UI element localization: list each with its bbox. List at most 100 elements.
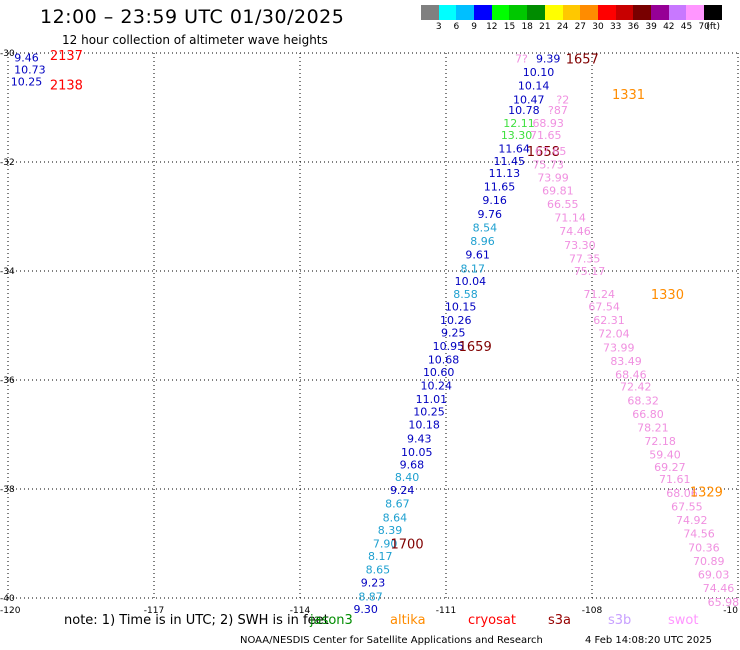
wave-height-label: 10.18	[408, 419, 440, 432]
wave-height-label: 74.56	[683, 528, 715, 541]
color-scale-label: 45	[680, 22, 693, 32]
color-scale-label: 36	[627, 22, 640, 32]
wave-height-label: 66.55	[547, 198, 579, 211]
wave-height-label: 11.13	[489, 167, 521, 180]
wave-height-label: ?2	[556, 93, 569, 106]
wave-height-label: 67.54	[588, 300, 620, 313]
color-scale-swatch	[615, 5, 634, 20]
wave-height-label: 11.45	[494, 155, 526, 168]
color-scale-label: 30	[592, 22, 604, 32]
color-scale-swatch	[686, 5, 704, 20]
wave-height-label: 74.46	[703, 582, 735, 595]
wave-height-label: 71.14	[554, 212, 586, 225]
wave-height-label: 12.11	[503, 117, 535, 130]
color-scale-swatch	[704, 5, 722, 20]
color-scale-label: 15	[503, 22, 516, 32]
time-label: 1700	[391, 538, 424, 553]
wave-height-label: 83.49	[610, 355, 642, 368]
time-label: 1658	[527, 145, 560, 160]
lat-tick-label: -30	[0, 49, 15, 59]
map-title: 12:00 – 23:59 UTC 01/30/2025	[40, 6, 345, 28]
color-scale-label: 33	[609, 22, 622, 32]
color-scale-label: 6	[453, 22, 460, 32]
wave-height-label: ?87	[548, 104, 568, 117]
color-scale-swatch	[509, 5, 528, 20]
time-label: 2137	[50, 49, 83, 64]
wave-height-label: 69.27	[654, 461, 686, 474]
satellite-legend-altika: altika	[390, 613, 426, 628]
wave-height-label: 67.65	[535, 145, 567, 158]
wave-height-label: 71.24	[584, 288, 616, 301]
color-scale-swatch	[650, 5, 669, 20]
color-scale-label: 18	[521, 22, 533, 32]
wave-height-label: 74.46	[559, 225, 591, 238]
color-scale-swatch	[438, 5, 457, 20]
wave-height-label: 67.55	[671, 500, 703, 513]
color-scale-label: 3	[435, 22, 442, 32]
color-scale-swatch	[544, 5, 563, 20]
color-scale-label: 24	[556, 22, 569, 32]
wave-height-label: 8.64	[383, 511, 408, 524]
wave-height-label: 68.46	[615, 369, 647, 382]
wave-height-label: 72.42	[620, 381, 652, 394]
wave-height-label: 73.99	[603, 341, 635, 354]
wave-height-label: 9.61	[465, 249, 490, 262]
wave-height-label: 10.15	[445, 300, 477, 313]
wave-height-label: 68.93	[532, 117, 564, 130]
lon-tick-label: -108	[582, 606, 603, 616]
wave-height-label: 77.35	[569, 252, 601, 265]
wave-height-label: 73.30	[564, 239, 596, 252]
wave-height-label: 69.81	[542, 184, 574, 197]
footer-note: note: 1) Time is in UTC; 2) SWH is in fe…	[64, 613, 329, 628]
wave-height-label: 9.76	[478, 208, 503, 221]
time-label: 1330	[651, 288, 684, 303]
time-label: 2138	[50, 79, 83, 94]
wave-height-label: 68.32	[627, 395, 659, 408]
lat-tick-label: -40	[0, 594, 15, 604]
wave-height-label: 10.10	[523, 66, 555, 79]
wave-height-label: 62.31	[593, 314, 625, 327]
wave-height-label: 74.92	[676, 514, 708, 527]
time-label: 1659	[459, 340, 492, 355]
lat-tick-label: -34	[0, 267, 15, 277]
time-label: 1331	[612, 88, 645, 103]
wave-height-label: 9.24	[390, 484, 415, 497]
color-scale-label: 12	[486, 22, 498, 32]
wave-height-label: 8.58	[453, 288, 478, 301]
wave-height-label: 10.68	[428, 353, 460, 366]
wave-height-label: 8.54	[473, 221, 498, 234]
wave-height-label: 9.43	[407, 432, 432, 445]
color-scale-bar	[421, 5, 722, 20]
wave-height-label: 9.25	[441, 327, 466, 340]
wave-height-label: 13.30	[501, 129, 533, 142]
color-scale-label: 39	[645, 22, 657, 32]
wave-height-label: 10.26	[440, 314, 472, 327]
wave-height-label: 10.73	[14, 63, 46, 76]
wave-height-label: 9.30	[353, 603, 378, 616]
lat-tick-label: -38	[0, 485, 15, 495]
time-label: 1329	[690, 486, 723, 501]
wave-height-label: 71.61	[659, 473, 691, 486]
wave-height-label: 8.40	[395, 471, 420, 484]
lon-tick-label: -111	[436, 606, 456, 616]
color-scale-swatch	[580, 5, 598, 20]
wave-height-label: 8.96	[470, 235, 495, 248]
wave-height-label: 10.95	[433, 340, 465, 353]
wave-height-label: 69.03	[698, 569, 730, 582]
wave-height-label: 10.78	[508, 104, 540, 117]
wave-height-label: 9.39	[536, 52, 561, 65]
lat-tick-label: -32	[0, 158, 15, 168]
color-scale-swatch	[421, 5, 439, 20]
wave-height-label: 70.36	[688, 541, 720, 554]
wave-height-label: 78.21	[637, 421, 669, 434]
wave-height-label: 10.25	[413, 406, 445, 419]
wave-height-label: 8.17	[368, 550, 393, 563]
color-scale-label: 21	[539, 22, 551, 32]
wave-height-label: 9.23	[361, 577, 386, 590]
wave-height-label: 9.68	[400, 458, 425, 471]
satellite-legend-cryosat: cryosat	[468, 613, 516, 628]
wave-height-label: 59.40	[649, 449, 681, 462]
wave-height-label: 11.65	[484, 181, 516, 194]
color-scale-swatch	[491, 5, 510, 20]
